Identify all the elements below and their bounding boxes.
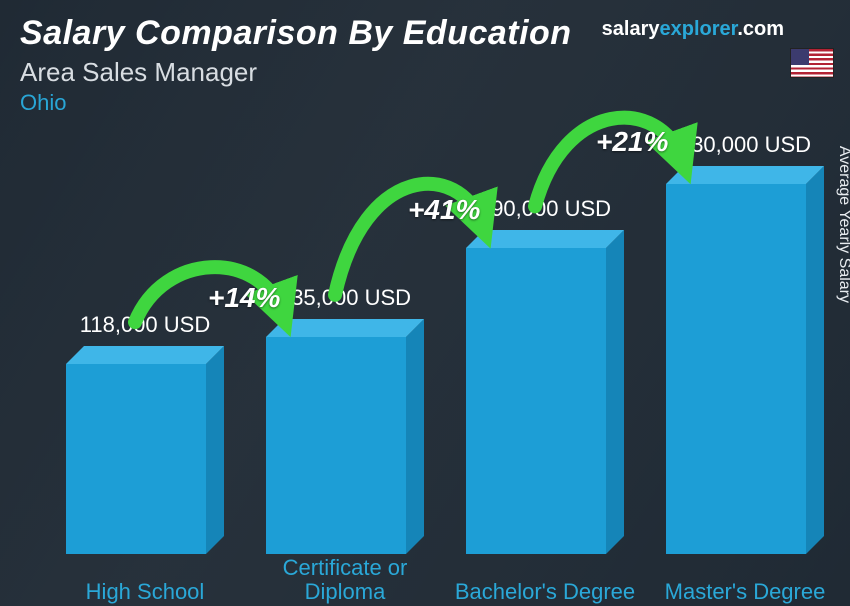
category-label: Master's Degree <box>645 580 845 604</box>
brand-mid: explorer <box>659 18 737 40</box>
bar-group: 118,000 USD <box>45 346 245 554</box>
bar-value-label: 230,000 USD <box>666 132 824 158</box>
brand-suffix: .com <box>737 18 784 40</box>
bar: 118,000 USD <box>66 346 224 554</box>
bar-group: 135,000 USD <box>245 319 445 554</box>
category-label: High School <box>45 580 245 604</box>
brand-logo: salaryexplorer.com <box>602 18 784 41</box>
chart-subtitle: Area Sales Manager <box>20 57 572 88</box>
bar-chart: 118,000 USDHigh School135,000 USDCertifi… <box>0 86 850 606</box>
bar-value-label: 190,000 USD <box>466 196 624 222</box>
bar-group: 190,000 USD <box>445 230 645 554</box>
bar: 135,000 USD <box>266 319 424 554</box>
infographic-canvas: Salary Comparison By Education Area Sale… <box>0 0 850 606</box>
bar-value-label: 118,000 USD <box>66 312 224 338</box>
bar: 230,000 USD <box>666 166 824 554</box>
us-flag-icon <box>790 48 834 78</box>
chart-title: Salary Comparison By Education <box>20 14 572 53</box>
brand-prefix: salary <box>602 18 660 40</box>
bar-group: 230,000 USD <box>645 166 845 554</box>
bar: 190,000 USD <box>466 230 624 554</box>
percent-increase-label: +21% <box>596 126 668 158</box>
bar-value-label: 135,000 USD <box>266 285 424 311</box>
percent-increase-label: +41% <box>408 194 480 226</box>
percent-increase-label: +14% <box>208 282 280 314</box>
category-label: Bachelor's Degree <box>445 580 645 604</box>
category-label: Certificate or Diploma <box>245 556 445 604</box>
